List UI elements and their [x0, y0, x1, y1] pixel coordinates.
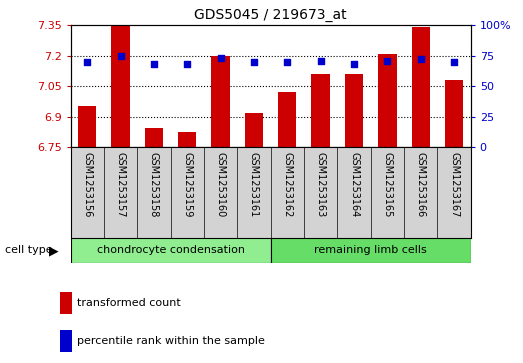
- Point: [250, 59, 258, 65]
- Point: [283, 59, 291, 65]
- Bar: [378, 54, 396, 147]
- Bar: [445, 80, 463, 147]
- Text: chondrocyte condensation: chondrocyte condensation: [97, 245, 245, 256]
- Text: GSM1253166: GSM1253166: [416, 152, 426, 217]
- Text: GSM1253157: GSM1253157: [116, 152, 126, 217]
- Bar: [271, 238, 471, 263]
- Point: [416, 57, 425, 62]
- Text: ▶: ▶: [49, 244, 59, 257]
- Bar: [278, 92, 297, 147]
- Text: GSM1253160: GSM1253160: [215, 152, 225, 217]
- Text: GSM1253163: GSM1253163: [316, 152, 326, 217]
- Bar: [60, 292, 72, 314]
- Text: remaining limb cells: remaining limb cells: [314, 245, 427, 256]
- Text: GSM1253162: GSM1253162: [282, 152, 292, 217]
- Point: [150, 61, 158, 67]
- Text: GSM1253158: GSM1253158: [149, 152, 159, 217]
- Bar: [211, 56, 230, 147]
- Text: cell type: cell type: [5, 245, 53, 256]
- Bar: [245, 113, 263, 147]
- Point: [217, 55, 225, 61]
- Text: GSM1253161: GSM1253161: [249, 152, 259, 217]
- Point: [450, 59, 458, 65]
- Bar: [60, 330, 72, 352]
- Text: GSM1253156: GSM1253156: [82, 152, 92, 217]
- Bar: [71, 238, 271, 263]
- Text: GSM1253159: GSM1253159: [183, 152, 192, 217]
- Point: [383, 58, 392, 64]
- Bar: [111, 24, 130, 147]
- Bar: [412, 28, 430, 147]
- Bar: [345, 74, 363, 147]
- Title: GDS5045 / 219673_at: GDS5045 / 219673_at: [195, 8, 347, 22]
- Text: GSM1253167: GSM1253167: [449, 152, 459, 217]
- Text: GSM1253164: GSM1253164: [349, 152, 359, 217]
- Point: [83, 59, 92, 65]
- Bar: [78, 106, 96, 147]
- Bar: [145, 128, 163, 147]
- Point: [183, 61, 191, 67]
- Point: [316, 58, 325, 64]
- Text: GSM1253165: GSM1253165: [382, 152, 392, 217]
- Point: [350, 61, 358, 67]
- Text: transformed count: transformed count: [76, 298, 180, 308]
- Bar: [178, 132, 197, 147]
- Text: percentile rank within the sample: percentile rank within the sample: [76, 336, 265, 346]
- Point: [117, 53, 125, 59]
- Bar: [312, 74, 330, 147]
